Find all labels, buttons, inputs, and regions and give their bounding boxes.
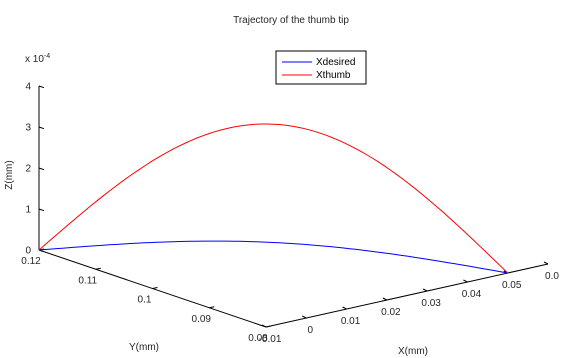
x-ticks: -0.01 0 0.01 0.02 0.03 0.04 0.05 0.0 [259,261,559,345]
x-tick-label: 0.05 [502,280,522,291]
x-tick-mark [302,315,307,319]
z-tick-mark [38,85,45,89]
z-tick-label: 3 [25,123,31,134]
y-axis-label: Y(mm) [129,342,159,353]
x-tick-label: -0.01 [259,334,282,345]
legend-label-xthumb: Xthumb [316,70,351,81]
legend-label-xdesired: Xdesired [316,57,355,68]
series-layer [38,123,509,274]
x-tick-mark [342,306,347,310]
z-exponent-label: x 10-4 [25,53,50,65]
y-tick-mark [152,287,158,289]
series-line-xdesired [38,240,508,274]
z-axis-label: Z(mm) [4,160,15,189]
z-tick-mark [38,126,45,130]
z-tick-mark [38,167,45,171]
x-tick-label: 0.03 [421,298,441,309]
x-tick-label: 0.02 [381,307,401,318]
x-tick-mark [382,297,388,301]
z-exponent-power: -4 [44,53,50,60]
x-axis-label: X(mm) [398,346,428,357]
z-tick-mark [38,208,45,212]
y-tick-label: 0.09 [192,314,212,325]
x-tick-mark [543,261,549,265]
y-tick-mark [95,267,101,270]
y-tick-label: 0.08 [248,333,268,344]
y-tick-label: 0.11 [78,275,97,286]
z-ticks: 0 1 2 3 4 [25,82,45,257]
z-tick-label: 0 [25,246,31,257]
x-tick-mark [261,324,267,328]
legend-box [275,50,367,85]
y-tick-label: 0.12 [21,256,41,267]
legend: Xdesired Xthumb [275,50,367,85]
x-tick-label: 0.04 [462,289,482,300]
z-tick-label: 4 [25,82,31,93]
series-line-xthumb [38,123,509,274]
x-tick-label: 0.01 [341,316,361,327]
x-tick-label: 0.0 [545,271,559,282]
x-tick-label: 0 [308,325,314,336]
x-tick-mark [422,288,428,292]
x-tick-mark [463,279,468,283]
y-tick-mark [265,325,272,328]
y-tick-label: 0.1 [138,295,152,306]
y-ticks: 0.12 0.11 0.1 0.09 0.08 [21,248,272,344]
chart-title: Trajectory of the thumb tip [233,15,349,26]
z-tick-label: 2 [25,164,31,175]
x-axis-line [265,263,549,328]
z-tick-label: 1 [25,205,31,216]
y-tick-mark [209,306,215,309]
